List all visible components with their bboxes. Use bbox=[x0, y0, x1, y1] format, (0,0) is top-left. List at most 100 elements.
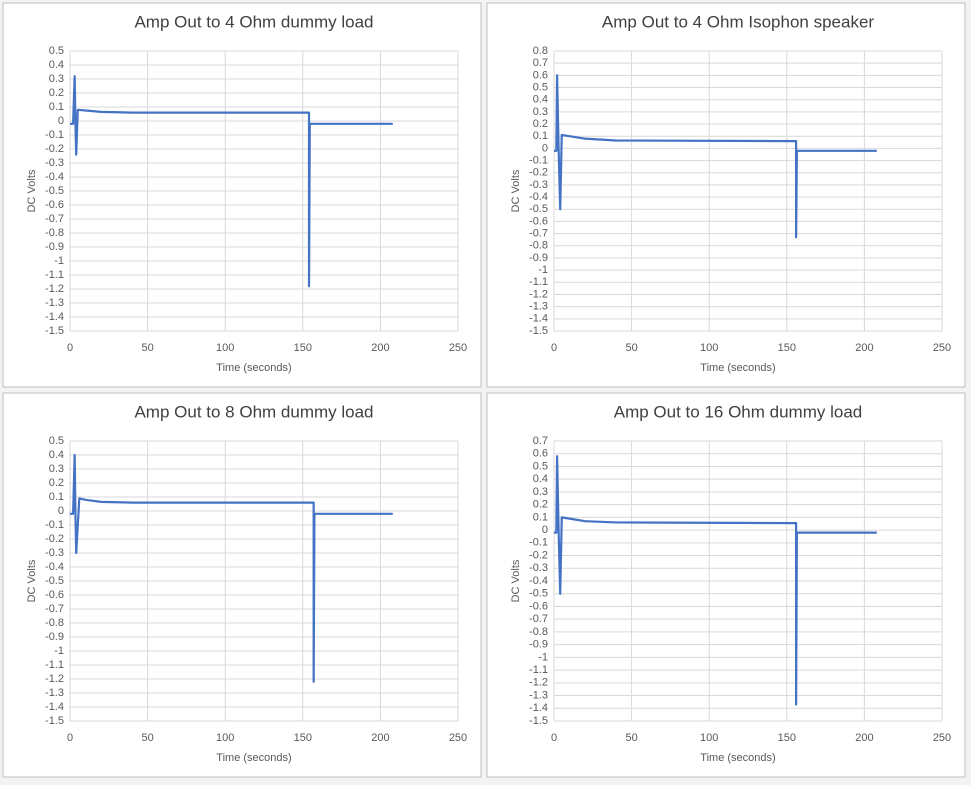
panel-background bbox=[486, 2, 966, 388]
y-tick-label: -0.9 bbox=[45, 241, 64, 253]
x-tick-label: 250 bbox=[449, 342, 467, 354]
y-tick-label: -1.4 bbox=[529, 313, 548, 325]
y-tick-label: -0.1 bbox=[45, 129, 64, 141]
x-tick-label: 150 bbox=[294, 342, 312, 354]
y-tick-label: 0 bbox=[542, 142, 548, 154]
x-tick-label: 0 bbox=[551, 342, 557, 354]
x-axis-label: Time (seconds) bbox=[216, 362, 291, 374]
y-tick-label: -0.4 bbox=[45, 561, 64, 573]
panel-background bbox=[2, 392, 482, 778]
y-tick-label: -0.7 bbox=[45, 603, 64, 615]
y-axis-label: DC Volts bbox=[26, 559, 38, 602]
x-tick-label: 50 bbox=[141, 342, 153, 354]
y-tick-label: -1 bbox=[54, 255, 64, 267]
y-tick-label: -0.6 bbox=[45, 199, 64, 211]
x-tick-label: 0 bbox=[67, 732, 73, 744]
y-tick-label: -1.1 bbox=[529, 664, 548, 676]
y-tick-label: -0.8 bbox=[529, 240, 548, 252]
y-tick-label: -0.7 bbox=[45, 213, 64, 225]
y-tick-label: -0.2 bbox=[529, 549, 548, 561]
y-tick-label: -0.4 bbox=[45, 171, 64, 183]
y-tick-label: -1.1 bbox=[529, 276, 548, 288]
y-axis-label: DC Volts bbox=[510, 559, 522, 602]
data-line bbox=[554, 74, 877, 239]
y-tick-label: 0.7 bbox=[533, 57, 548, 69]
y-tick-label: -1 bbox=[538, 264, 548, 276]
x-axis-label: Time (seconds) bbox=[700, 362, 775, 374]
y-tick-label: 0.6 bbox=[533, 448, 548, 460]
y-tick-label: -1.5 bbox=[45, 325, 64, 337]
x-tick-label: 200 bbox=[371, 732, 389, 744]
y-tick-label: 0.4 bbox=[533, 473, 548, 485]
y-tick-label: -0.1 bbox=[529, 537, 548, 549]
y-tick-label: -1.2 bbox=[45, 673, 64, 685]
y-tick-label: -1 bbox=[538, 651, 548, 663]
chart-panel: Amp Out to 4 Ohm Isophon speaker0.80.70.… bbox=[486, 2, 966, 388]
x-tick-label: 0 bbox=[551, 732, 557, 744]
y-tick-label: 0.1 bbox=[49, 101, 64, 113]
y-tick-label: 0.2 bbox=[49, 87, 64, 99]
chart-title: Amp Out to 4 Ohm dummy load bbox=[134, 12, 373, 31]
y-tick-label: 0.1 bbox=[533, 130, 548, 142]
data-line bbox=[554, 455, 877, 706]
chart-panel: Amp Out to 4 Ohm dummy load 0.5 0.4 0.3 0.2 0… bbox=[2, 2, 482, 388]
x-tick-label: 50 bbox=[625, 732, 637, 744]
y-tick-label: 0.2 bbox=[533, 118, 548, 130]
y-tick-label: -1.3 bbox=[529, 689, 548, 701]
x-tick-label: 150 bbox=[294, 732, 312, 744]
y-tick-label: -0.2 bbox=[45, 533, 64, 545]
x-tick-label: 200 bbox=[855, 732, 873, 744]
y-tick-label: -0.4 bbox=[529, 575, 548, 587]
y-tick-label: 0.8 bbox=[533, 45, 548, 57]
y-tick-label: -0.9 bbox=[529, 639, 548, 651]
y-tick-label: 0.3 bbox=[49, 73, 64, 85]
y-tick-label: -0.3 bbox=[529, 179, 548, 191]
y-axis-label: DC Volts bbox=[26, 169, 38, 212]
x-tick-label: 250 bbox=[933, 342, 951, 354]
x-axis-label: Time (seconds) bbox=[700, 752, 775, 764]
y-tick-label: 0.4 bbox=[49, 449, 64, 461]
x-axis-label: Time (seconds) bbox=[216, 752, 291, 764]
x-tick-label: 250 bbox=[449, 732, 467, 744]
y-tick-label: 0.5 bbox=[533, 460, 548, 472]
y-axis-label: DC Volts bbox=[510, 169, 522, 212]
chart-panel: Amp Out to 8 Ohm dummy load 0.5 0.4 0.3 0.2 0… bbox=[2, 392, 482, 778]
y-tick-label: -1.3 bbox=[45, 687, 64, 699]
y-tick-label: 0.3 bbox=[533, 486, 548, 498]
panel-background bbox=[486, 392, 966, 778]
y-tick-label: -1.3 bbox=[45, 297, 64, 309]
y-tick-label: -0.6 bbox=[529, 600, 548, 612]
chart-title: Amp Out to 4 Ohm Isophon speaker bbox=[602, 12, 874, 31]
y-tick-label: -1.2 bbox=[529, 677, 548, 689]
y-tick-label: -0.2 bbox=[45, 143, 64, 155]
y-tick-label: 0.5 bbox=[49, 435, 64, 447]
y-tick-label: -0.4 bbox=[529, 191, 548, 203]
y-tick-label: 0.6 bbox=[533, 69, 548, 81]
x-tick-label: 100 bbox=[700, 342, 718, 354]
y-tick-label: -0.9 bbox=[45, 631, 64, 643]
y-tick-label: -1.5 bbox=[529, 325, 548, 337]
y-tick-label: -1.2 bbox=[529, 288, 548, 300]
y-tick-label: -0.8 bbox=[45, 617, 64, 629]
x-tick-label: 150 bbox=[778, 342, 796, 354]
x-tick-label: 100 bbox=[216, 342, 234, 354]
y-tick-label: 0.5 bbox=[533, 81, 548, 93]
y-tick-label: 0.7 bbox=[533, 435, 548, 447]
x-tick-label: 100 bbox=[216, 732, 234, 744]
y-tick-label: -0.3 bbox=[529, 562, 548, 574]
y-tick-label: -0.2 bbox=[529, 167, 548, 179]
y-tick-label: 0.2 bbox=[49, 477, 64, 489]
y-tick-label: -1.5 bbox=[529, 715, 548, 727]
x-tick-label: 50 bbox=[625, 342, 637, 354]
data-line bbox=[70, 75, 393, 288]
y-tick-label: 0.2 bbox=[533, 499, 548, 511]
chart-panel: Amp Out to 16 Ohm dummy load 0.70.60.50.4… bbox=[486, 392, 966, 778]
y-tick-label: -1.3 bbox=[529, 301, 548, 313]
y-tick-label: -0.6 bbox=[529, 215, 548, 227]
y-tick-label: -1.1 bbox=[45, 659, 64, 671]
x-tick-label: 50 bbox=[141, 732, 153, 744]
y-tick-label: 0.3 bbox=[533, 106, 548, 118]
y-tick-label: -1.4 bbox=[529, 702, 548, 714]
y-tick-label: -1.2 bbox=[45, 283, 64, 295]
